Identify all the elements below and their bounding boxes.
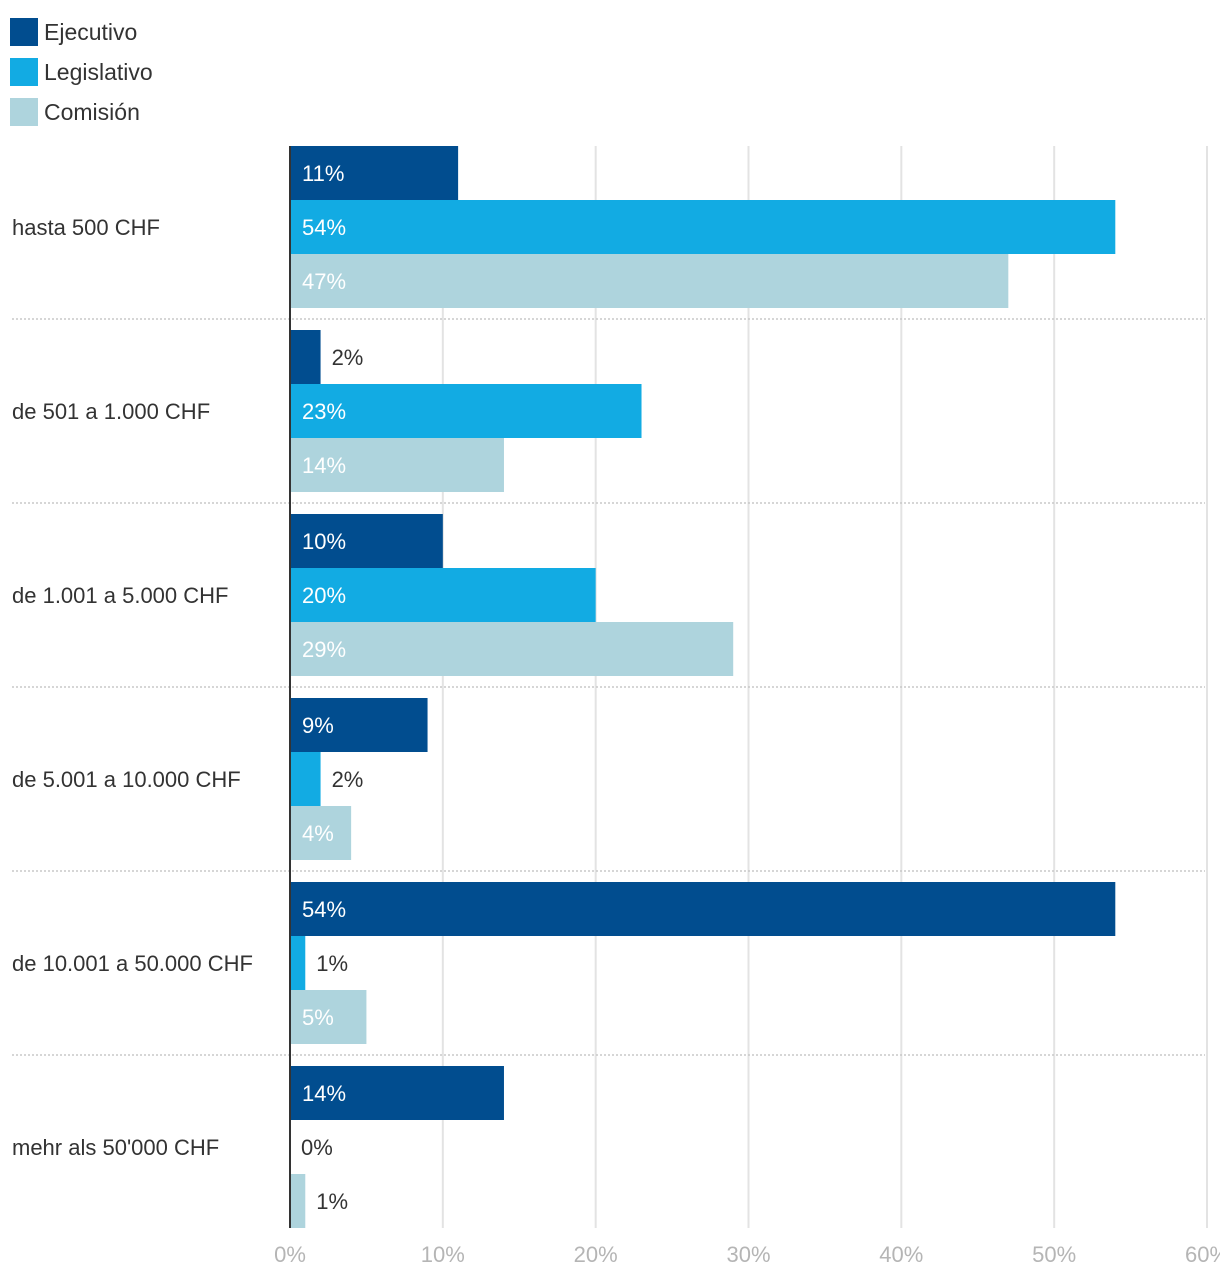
category-label: de 10.001 a 50.000 CHF xyxy=(12,951,253,976)
legend-swatch xyxy=(10,98,38,126)
bar-ejecutivo xyxy=(290,882,1116,936)
category-label: de 1.001 a 5.000 CHF xyxy=(12,583,228,608)
legend-label: Ejecutivo xyxy=(44,18,138,45)
x-tick-label: 0% xyxy=(274,1242,306,1267)
x-tick-label: 20% xyxy=(574,1242,618,1267)
bar-legislativo xyxy=(290,936,306,990)
data-label: 0% xyxy=(301,1135,333,1160)
x-tick-label: 40% xyxy=(879,1242,923,1267)
data-label: 9% xyxy=(302,713,334,738)
bar-comisión xyxy=(290,990,367,1044)
bar-legislativo xyxy=(290,384,642,438)
data-label: 14% xyxy=(302,1081,346,1106)
legend-item: Comisión xyxy=(10,92,153,132)
data-label: 20% xyxy=(302,583,346,608)
legend: Ejecutivo Legislativo Comisión xyxy=(10,12,153,132)
bar-ejecutivo xyxy=(290,146,459,200)
bar-comisión xyxy=(290,438,504,492)
data-label: 54% xyxy=(302,215,346,240)
data-label: 5% xyxy=(302,1005,334,1030)
data-label: 10% xyxy=(302,529,346,554)
data-label: 1% xyxy=(316,951,348,976)
x-tick-label: 10% xyxy=(421,1242,465,1267)
x-tick-label: 60% xyxy=(1185,1242,1220,1267)
bar-legislativo xyxy=(290,200,1116,254)
bar-ejecutivo xyxy=(290,698,428,752)
data-label: 29% xyxy=(302,637,346,662)
legend-swatch xyxy=(10,58,38,86)
data-label: 23% xyxy=(302,399,346,424)
data-label: 47% xyxy=(302,269,346,294)
category-label: hasta 500 CHF xyxy=(12,215,160,240)
category-label: mehr als 50'000 CHF xyxy=(12,1135,219,1160)
bar-comisión xyxy=(290,1174,306,1228)
x-tick-label: 50% xyxy=(1032,1242,1076,1267)
legend-label: Comisión xyxy=(44,98,140,125)
bar-ejecutivo xyxy=(290,1066,504,1120)
x-tick-label: 30% xyxy=(726,1242,770,1267)
category-label: de 501 a 1.000 CHF xyxy=(12,399,210,424)
bar-comisión xyxy=(290,622,734,676)
legend-label: Legislativo xyxy=(44,58,153,85)
bar-comisión xyxy=(290,254,1009,308)
data-label: 4% xyxy=(302,821,334,846)
bar-ejecutivo xyxy=(290,514,443,568)
bar-legislativo xyxy=(290,752,321,806)
legend-swatch xyxy=(10,18,38,46)
bar-ejecutivo xyxy=(290,330,321,384)
data-label: 14% xyxy=(302,453,346,478)
data-label: 2% xyxy=(332,767,364,792)
legend-item: Ejecutivo xyxy=(10,12,153,52)
legend-item: Legislativo xyxy=(10,52,153,92)
data-label: 11% xyxy=(302,161,344,186)
category-label: de 5.001 a 10.000 CHF xyxy=(12,767,241,792)
bar-legislativo xyxy=(290,568,596,622)
data-label: 1% xyxy=(316,1189,348,1214)
bar-comisión xyxy=(290,806,352,860)
data-label: 2% xyxy=(332,345,364,370)
data-label: 54% xyxy=(302,897,346,922)
